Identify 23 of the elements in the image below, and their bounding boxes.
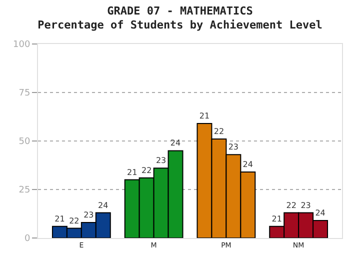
text: 24 (242, 160, 253, 170)
text: 21 (127, 168, 138, 177)
y-tick-label: 50 (18, 137, 30, 148)
text: 21 (272, 214, 282, 224)
chart-subtitle: Percentage of Students by Achievement Level (38, 18, 322, 32)
text: 22 (141, 166, 152, 175)
series-label: 23 (84, 210, 94, 220)
text: 23 (300, 200, 311, 210)
text: 23 (228, 142, 239, 152)
text: 24 (315, 208, 326, 218)
series-label: 21 (54, 214, 65, 224)
y-tick-label: 100 (13, 40, 30, 50)
text: 24 (170, 138, 181, 148)
y-tick-label: 0 (24, 234, 30, 244)
y-tick-label: 25 (18, 186, 30, 196)
series-label: 22 (69, 216, 80, 226)
text: 22 (214, 127, 224, 136)
text: 22 (286, 200, 296, 210)
text: 23 (156, 156, 166, 166)
y-tick-label: 75 (18, 88, 30, 99)
chart-title: GRADE 07 - MATHEMATICS (107, 4, 253, 18)
text: 21 (199, 112, 210, 121)
series-label: 24 (98, 200, 108, 210)
